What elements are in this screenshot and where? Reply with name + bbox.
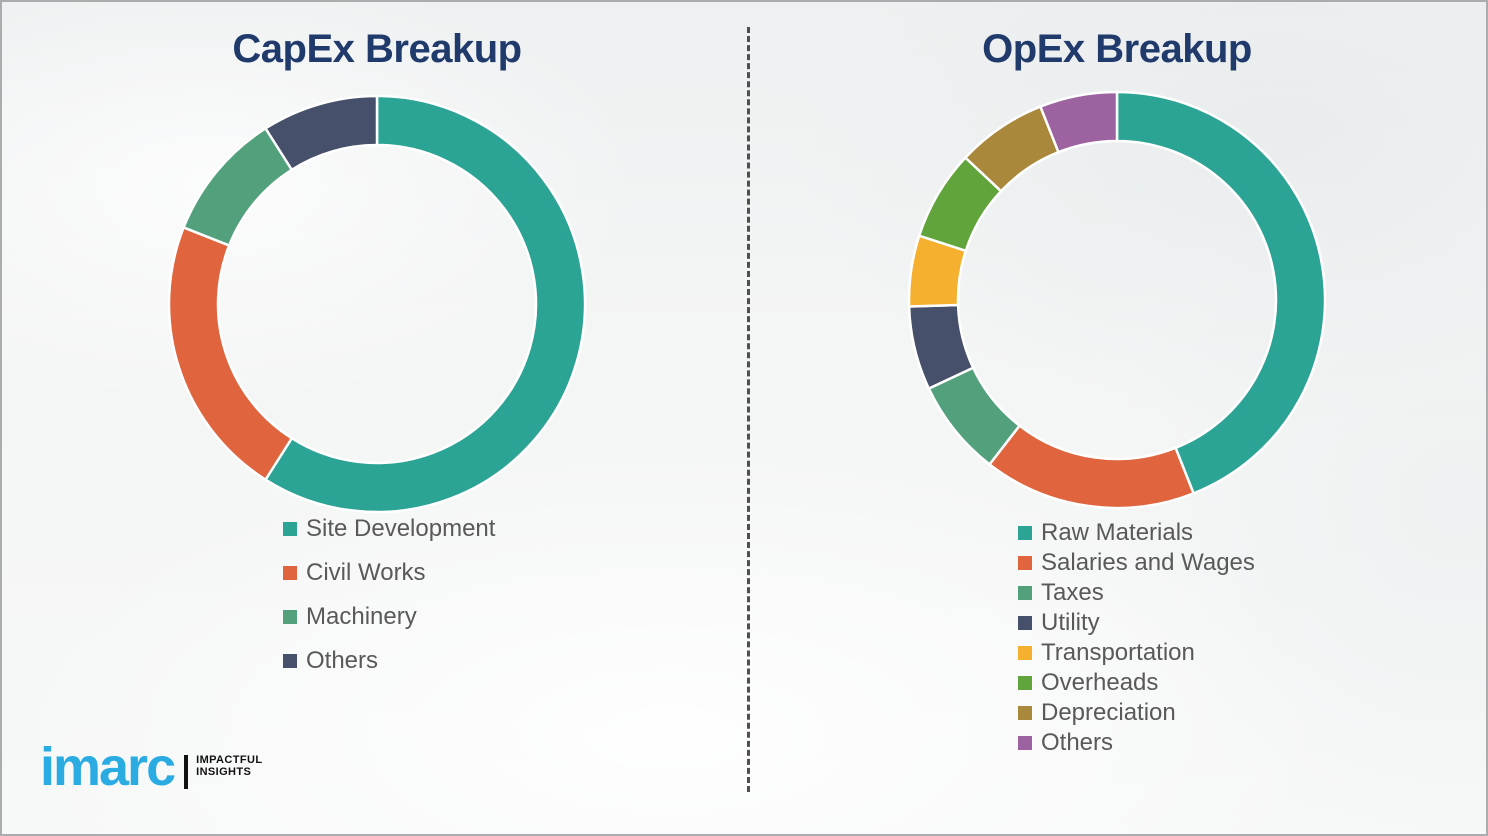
donut-segment-others [264,94,379,172]
legend-item-overheads: Overheads [1018,668,1255,698]
legend-item-site-development: Site Development [283,514,495,544]
legend-label-depreciation: Depreciation [1041,699,1176,726]
legend-swatch-machinery [283,610,297,624]
logo-tagline: IMPACTFUL INSIGHTS [196,754,263,778]
legend-swatch-utility [1018,616,1032,630]
opex-chart-title: OpEx Breakup [982,27,1252,71]
legend-swatch-civil-works [283,566,297,580]
opex-donut-chart [907,90,1327,510]
capex-legend: Site Development Civil Works Machinery Othe… [283,514,495,690]
legend-label-taxes: Taxes [1041,579,1104,606]
legend-item-salaries-and-wages: Salaries and Wages [1018,548,1255,578]
legend-item-transportation: Transportation [1018,638,1255,668]
legend-swatch-others [1018,736,1032,750]
donut-segment-site-development [264,94,587,514]
legend-item-raw-materials: Raw Materials [1018,518,1255,548]
legend-label-salaries-and-wages: Salaries and Wages [1041,549,1255,576]
legend-label-transportation: Transportation [1041,639,1195,666]
legend-label-raw-materials: Raw Materials [1041,519,1194,546]
legend-swatch-others [283,654,297,668]
imarc-logo-text: imarc [40,737,176,797]
legend-label-overheads: Overheads [1041,669,1159,696]
donut-segment-raw-materials [1115,90,1327,495]
legend-item-utility: Utility [1018,608,1255,638]
donut-segment-civil-works [167,226,294,481]
logo-separator-bar [184,755,189,789]
donut-segment-others [1039,90,1119,154]
logo-tagline-line2: INSIGHTS [196,765,252,778]
capex-chart-title: CapEx Breakup [232,27,522,71]
legend-swatch-transportation [1018,646,1032,660]
donut-segment-salaries-and-wages [988,424,1195,510]
section-divider-dashed-line [747,27,750,792]
legend-item-others: Others [283,646,495,676]
legend-label-machinery: Machinery [306,603,417,630]
legend-swatch-taxes [1018,586,1032,600]
legend-swatch-salaries-and-wages [1018,556,1032,570]
legend-swatch-overheads [1018,676,1032,690]
legend-swatch-depreciation [1018,706,1032,720]
opex-legend: Raw Materials Salaries and Wages Taxes Util… [1018,518,1255,758]
legend-item-depreciation: Depreciation [1018,698,1255,728]
imarc-logo: imarc IMPACTFUL INSIGHTS [40,737,263,797]
logo-tagline-line1: IMPACTFUL [196,754,263,766]
legend-swatch-site-development [283,522,297,536]
legend-item-taxes: Taxes [1018,578,1255,608]
legend-label-site-development: Site Development [306,515,496,542]
legend-item-civil-works: Civil Works [283,558,495,588]
legend-label-civil-works: Civil Works [306,559,426,586]
legend-label-others: Others [1041,729,1114,756]
legend-swatch-raw-materials [1018,526,1032,540]
legend-item-machinery: Machinery [283,602,495,632]
legend-item-others: Others [1018,728,1255,758]
legend-label-utility: Utility [1041,609,1100,636]
capex-donut-chart [167,94,587,514]
legend-label-others: Others [306,647,379,674]
